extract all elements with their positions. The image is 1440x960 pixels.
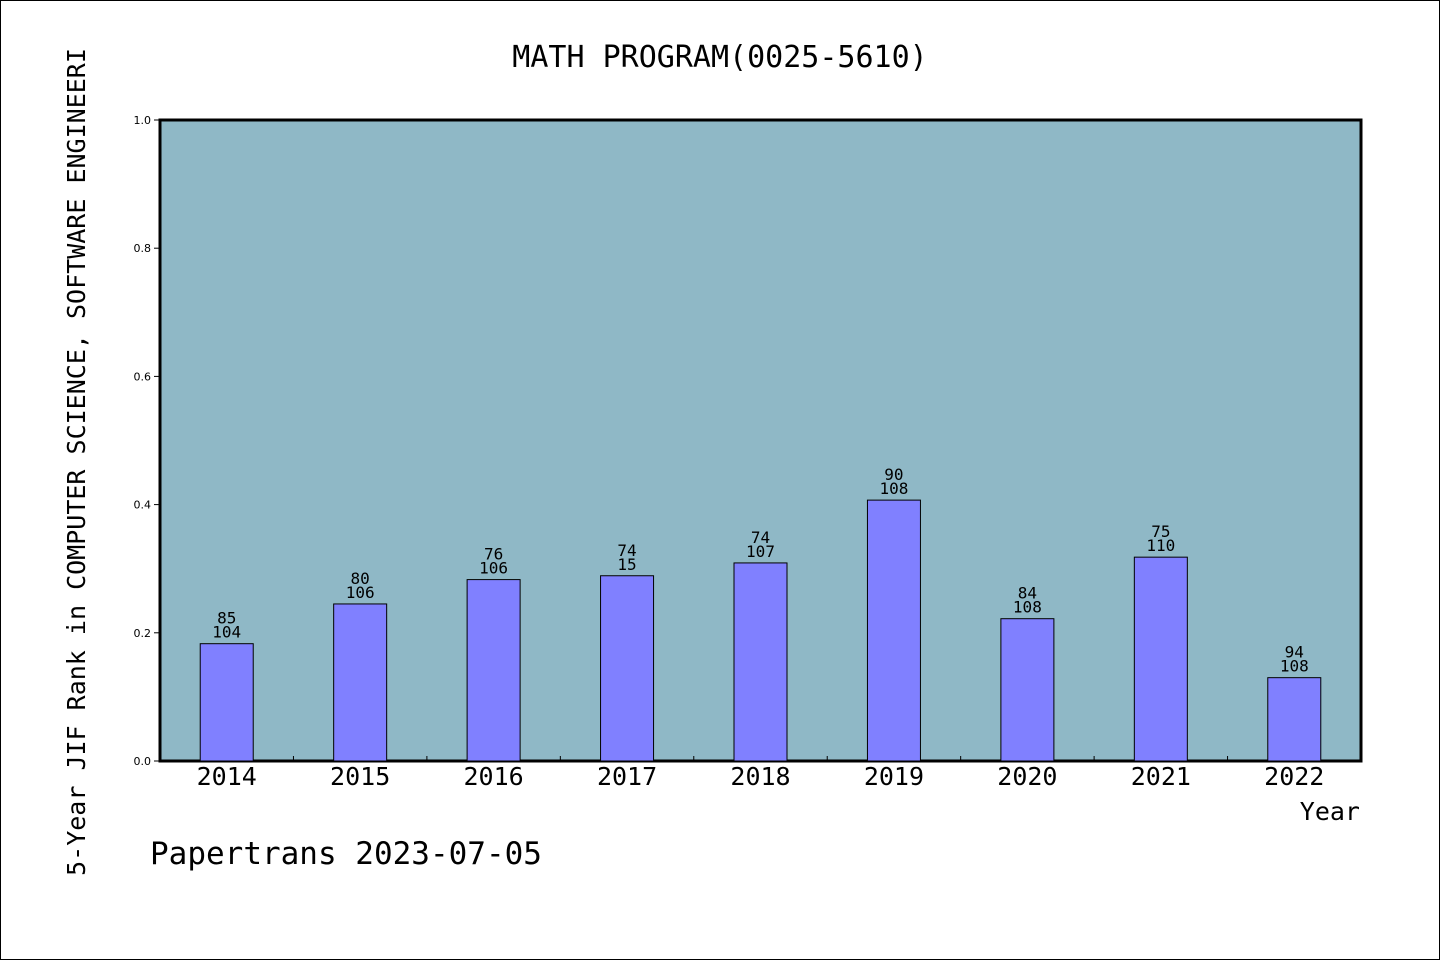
y-tick-label: 0.6	[134, 370, 152, 383]
bar-rank-label: 90	[884, 465, 903, 484]
bar-total-label: 108	[1280, 657, 1309, 676]
bar-total-label: 110	[1146, 536, 1175, 555]
bar-2016	[466, 579, 521, 762]
bars	[199, 499, 1322, 762]
x-tick-label: 2018	[730, 762, 790, 791]
x-tick-label: 2020	[997, 762, 1057, 791]
x-tick-label: 2016	[464, 762, 524, 791]
x-tick-label: 2015	[330, 762, 390, 791]
bar-total-label: 15	[617, 555, 636, 574]
x-tick-label: 2021	[1131, 762, 1191, 791]
y-tick-label: 0.4	[134, 499, 152, 512]
y-axis-ticks: 0.0 0.2 0.4 0.6 0.8 1.0	[134, 114, 160, 768]
x-axis-ticks	[292, 756, 1229, 761]
bar-rank-label: 85	[217, 609, 236, 628]
bar-rank-label: 94	[1285, 643, 1304, 662]
bar-rank-label: 74	[751, 528, 770, 547]
bar-total-label: 104	[212, 623, 241, 642]
bar-rank-label: 84	[1018, 584, 1037, 603]
bar-total-label: 108	[1013, 598, 1042, 617]
y-tick-label: 0.2	[134, 627, 152, 640]
bar-total-label: 107	[746, 542, 775, 561]
bar-rank-label: 76	[484, 545, 503, 564]
bar-2019	[866, 499, 921, 762]
x-tick-label: 2017	[597, 762, 657, 791]
x-tick-label: 2019	[864, 762, 924, 791]
bar-2014	[199, 643, 254, 762]
y-tick-label: 0.0	[134, 755, 152, 768]
x-tick-label: 2014	[197, 762, 257, 791]
bar-2022	[1267, 677, 1322, 762]
bar-labels: 8510480106761067415741079010884108751109…	[212, 465, 1308, 676]
x-tick-label: 2022	[1264, 762, 1324, 791]
y-axis-title: 5-Year JIF Rank in COMPUTER SCIENCE, SOF…	[62, 48, 91, 876]
bar-rank-label: 74	[617, 541, 636, 560]
bar-rank-label: 75	[1151, 522, 1170, 541]
bar-total-label: 108	[879, 479, 908, 498]
bar-2018	[733, 562, 788, 762]
y-tick-label: 0.8	[134, 242, 152, 255]
bar-2017	[600, 575, 655, 762]
bar-2021	[1133, 556, 1188, 762]
x-axis-title: Year	[1300, 797, 1360, 826]
bar-2015	[333, 603, 388, 762]
bar-total-label: 106	[346, 583, 375, 602]
bar-rank-label: 80	[351, 569, 370, 588]
x-axis-labels: 2014 2015 2016 2017 2018 2019 2020 2021 2022	[197, 762, 1325, 791]
footer-note: Papertrans 2023-07-05	[150, 836, 542, 872]
bar-total-label: 106	[479, 559, 508, 578]
y-tick-label: 1.0	[134, 114, 152, 127]
bar-2020	[1000, 618, 1055, 762]
chart-title: MATH PROGRAM(0025-5610)	[512, 40, 927, 75]
